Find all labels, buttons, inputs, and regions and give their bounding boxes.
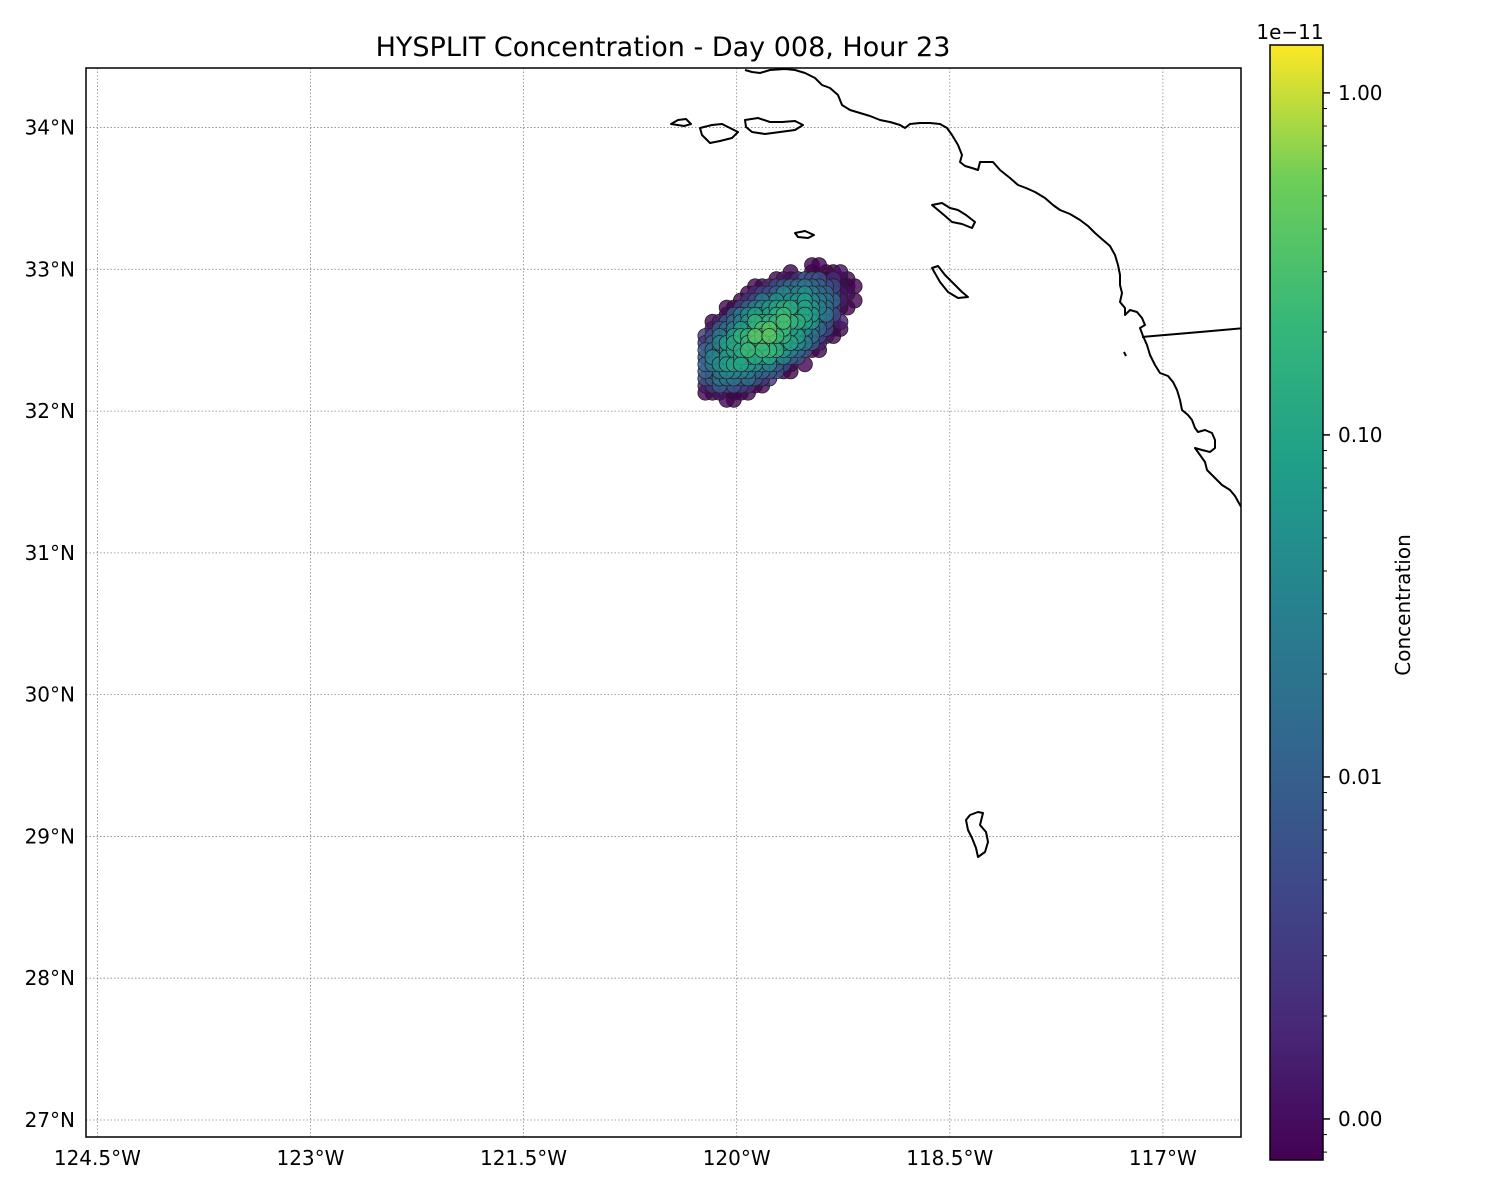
lon-tick-label: 124.5°W [54, 1146, 141, 1170]
lat-tick-label: 28°N [25, 966, 75, 990]
lat-tick-label: 34°N [25, 116, 75, 140]
lat-tick-label: 31°N [25, 541, 75, 565]
lat-tick-label: 33°N [25, 257, 75, 281]
coastline [670, 68, 1241, 858]
island-san-miguel [670, 118, 692, 127]
island-santa-rosa [699, 123, 739, 144]
colorbar-tick-label: 1.00 [1338, 81, 1383, 105]
concentration-point [775, 313, 792, 330]
map-area [86, 68, 1241, 1137]
island-small-coastal [1123, 351, 1127, 357]
concentration-point [754, 342, 771, 359]
concentration-point [740, 342, 756, 359]
colorbar: 1.00 0.10 0.01 0.00 1e−11 Concentration [1256, 20, 1415, 1161]
concentration-points [697, 257, 863, 408]
lon-tick-label: 121.5°W [480, 1146, 567, 1170]
chart-title: HYSPLIT Concentration - Day 008, Hour 23 [376, 32, 951, 63]
lon-tick-label: 118.5°W [906, 1146, 993, 1170]
lon-tick-label: 120°W [703, 1146, 771, 1170]
latitude-tick-labels: 34°N 33°N 32°N 31°N 30°N 29°N 28°N 27°N [25, 116, 75, 1132]
island-guadalupe [965, 811, 989, 858]
island-santa-barbara [794, 230, 815, 239]
lat-tick-label: 30°N [25, 683, 75, 707]
colorbar-tick-label: 0.00 [1338, 1107, 1383, 1131]
concentration-point [811, 257, 827, 274]
lon-tick-label: 117°W [1129, 1146, 1197, 1170]
longitude-tick-labels: 124.5°W 123°W 121.5°W 120°W 118.5°W 117°W [54, 1146, 1197, 1170]
island-santa-cruz [744, 117, 804, 135]
california-coastline [744, 68, 1241, 509]
colorbar-label: Concentration [1391, 534, 1415, 675]
map-frame [85, 67, 1242, 1138]
concentration-point [761, 328, 778, 344]
lat-tick-label: 32°N [25, 399, 75, 423]
colorbar-tick-label: 0.01 [1338, 765, 1383, 789]
island-santa-catalina [931, 202, 976, 229]
colorbar-tick-label: 0.10 [1338, 423, 1383, 447]
lat-tick-label: 27°N [25, 1108, 75, 1132]
colorbar-bar [1269, 44, 1324, 1161]
concentration-point [747, 328, 763, 344]
island-san-clemente [931, 265, 969, 299]
gridlines [86, 68, 1241, 1137]
lon-tick-label: 123°W [276, 1146, 344, 1170]
colorbar-ticks: 1.00 0.10 0.01 0.00 [1323, 81, 1383, 1153]
us-mexico-border [1141, 327, 1241, 338]
lat-tick-label: 29°N [25, 824, 75, 848]
concentration-point [733, 356, 749, 373]
colorbar-exponent: 1e−11 [1256, 20, 1323, 44]
